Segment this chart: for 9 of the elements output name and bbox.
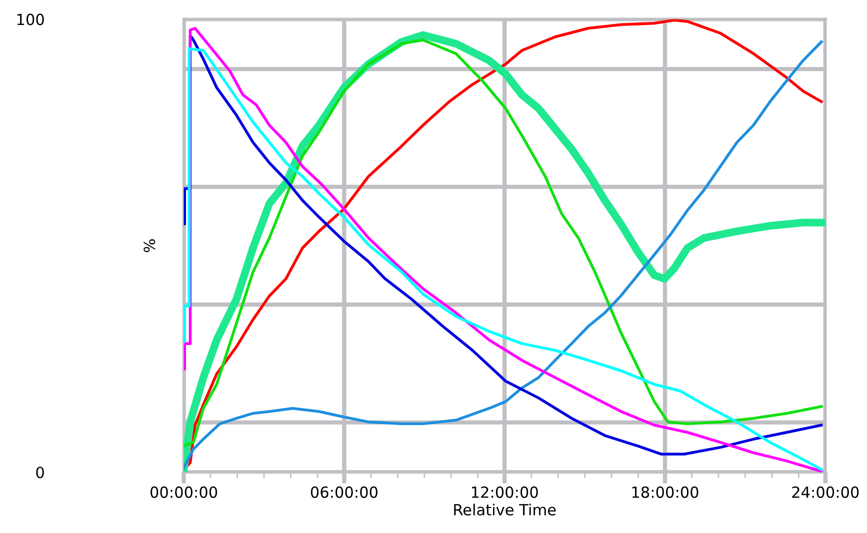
- y-axis-title: %: [144, 239, 156, 252]
- x-tick-label: 00:00:00: [150, 486, 218, 498]
- x-tick-label: 24:00:00: [792, 486, 859, 498]
- x-tick-label: 18:00:00: [632, 486, 698, 498]
- y-tick-label: 0: [36, 466, 44, 478]
- x-tick-label: 06:00:00: [310, 486, 378, 498]
- y-tick-label: 100: [17, 14, 44, 26]
- x-tick-label: 12:00:00: [472, 486, 538, 498]
- x-axis-title: Relative Time: [454, 504, 556, 516]
